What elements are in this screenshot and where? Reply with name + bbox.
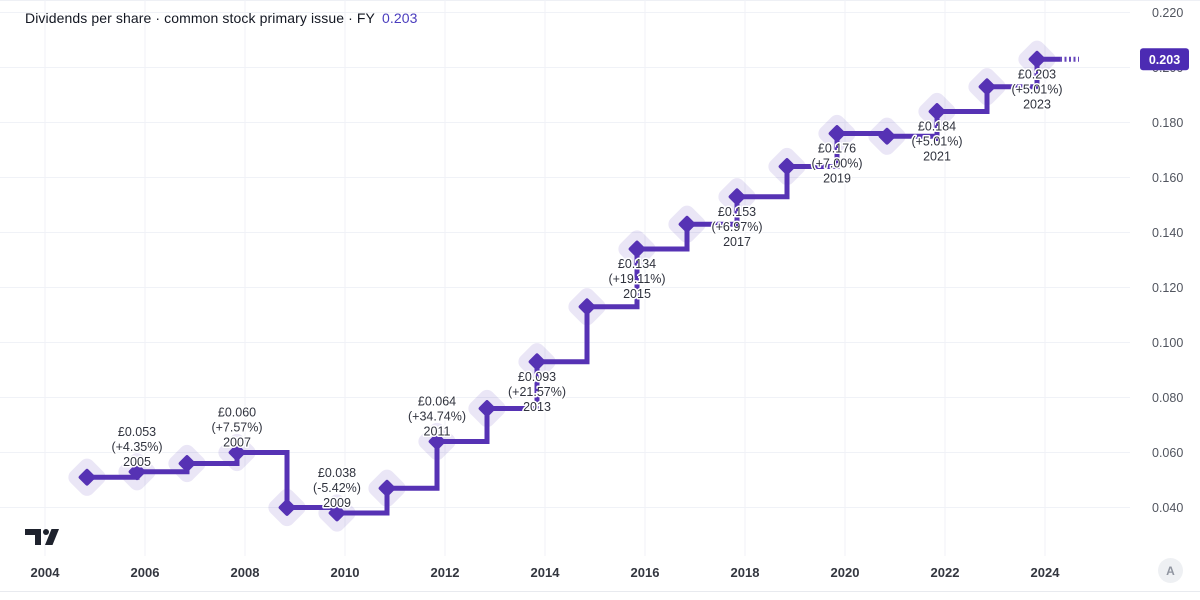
chart-title-last-value: 0.203: [381, 10, 418, 26]
price-axis-label: 0.180: [1152, 116, 1183, 130]
annotation-change-label: (+6.97%): [711, 220, 762, 234]
annotation-change-label: (+7.57%): [211, 421, 262, 435]
annotation-year-label: 2019: [823, 172, 851, 186]
annotation-year-label: 2023: [1023, 97, 1051, 111]
data-point-marker: [728, 188, 746, 206]
annotation-change-label: (+4.35%): [111, 440, 162, 454]
data-point-marker: [978, 78, 996, 96]
tradingview-logo[interactable]: [25, 529, 63, 551]
time-axis-label: 2008: [231, 565, 260, 580]
data-point-marker: [1028, 50, 1046, 68]
annotation-year-label: 2013: [523, 400, 551, 414]
chart-title: Dividends per share · common stock prima…: [25, 10, 418, 26]
annotation-value-label: £0.053: [118, 425, 156, 439]
annotation-value-label: £0.093: [518, 370, 556, 384]
annotation-change-label: (+7.00%): [811, 157, 862, 171]
data-point-marker: [328, 504, 346, 522]
last-price-badge-label: 0.203: [1149, 53, 1180, 67]
annotation-value-label: £0.153: [718, 205, 756, 219]
time-axis-label: 2006: [131, 565, 160, 580]
time-axis-label: 2022: [931, 565, 960, 580]
annotation-year-label: 2009: [323, 496, 351, 510]
time-axis-label: 2024: [1031, 565, 1061, 580]
price-axis-label: 0.140: [1152, 226, 1183, 240]
attribution-button[interactable]: A: [1158, 558, 1183, 583]
annotation-value-label: £0.203: [1018, 67, 1056, 81]
annotation-year-label: 2011: [424, 425, 451, 439]
annotation-change-label: (+5.01%): [1011, 82, 1062, 96]
annotation-value-label: £0.038: [318, 466, 356, 480]
data-point-marker: [278, 499, 296, 516]
annotation-value-label: £0.176: [818, 142, 856, 156]
data-point-marker: [778, 158, 796, 175]
annotation-change-label: (-5.42%): [313, 481, 361, 495]
time-axis-label: 2012: [431, 565, 460, 580]
data-point-marker: [878, 127, 896, 145]
data-point-marker: [628, 240, 646, 258]
annotation-value-label: £0.184: [918, 120, 956, 134]
annotation-change-label: (+5.01%): [911, 135, 962, 149]
data-point-marker: [428, 433, 446, 450]
data-point-marker: [78, 468, 96, 486]
data-point-marker: [578, 298, 596, 316]
time-axis-label: 2014: [531, 565, 561, 580]
price-axis-label: 0.160: [1152, 171, 1183, 185]
data-point-marker: [228, 444, 246, 461]
annotation-change-label: (+19.11%): [608, 272, 665, 286]
annotation-value-label: £0.134: [618, 257, 656, 271]
tradingview-logo-icon: [25, 529, 59, 545]
annotation-value-label: £0.060: [218, 406, 256, 420]
data-point-marker: [828, 125, 846, 142]
data-point-marker: [478, 400, 496, 417]
data-point-marker: [178, 455, 196, 472]
price-axis-label: 0.220: [1152, 6, 1183, 20]
data-point-marker: [928, 103, 946, 120]
time-axis[interactable]: 2004 2006 2008 2010 2012 2014 2016 2018 2020 2022…: [31, 565, 1061, 580]
price-axis-label: 0.060: [1152, 446, 1183, 460]
price-axis-label: 0.120: [1152, 281, 1183, 295]
data-point-marker: [528, 353, 546, 371]
price-axis[interactable]: 0.2200.2000.1800.1600.1400.1200.1000.080…: [1152, 6, 1183, 515]
price-axis-label: 0.080: [1152, 391, 1183, 405]
data-point-marker: [378, 479, 396, 497]
annotation-year-label: 2017: [723, 235, 751, 249]
time-axis-label: 2016: [631, 565, 660, 580]
price-axis-label: 0.040: [1152, 501, 1183, 515]
last-price-badge: [1140, 48, 1189, 71]
annotation-value-label: £0.064: [418, 395, 456, 409]
annotation-year-label: 2015: [623, 287, 651, 301]
time-axis-label: 2004: [31, 565, 61, 580]
annotation-year-label: 2005: [123, 455, 151, 469]
attribution-label: A: [1166, 563, 1175, 578]
data-point-marker: [678, 215, 696, 233]
price-axis-label: 0.100: [1152, 336, 1183, 350]
annotation-change-label: (+34.74%): [408, 410, 466, 424]
annotation-year-label: 2021: [923, 150, 951, 164]
annotation-year-label: 2007: [223, 436, 251, 450]
time-axis-label: 2020: [831, 565, 860, 580]
annotation-change-label: (+21.57%): [508, 385, 566, 399]
chart-title-text: Dividends per share · common stock prima…: [25, 10, 375, 26]
time-axis-label: 2010: [331, 565, 360, 580]
data-point-marker: [128, 463, 146, 481]
time-axis-label: 2018: [731, 565, 760, 580]
